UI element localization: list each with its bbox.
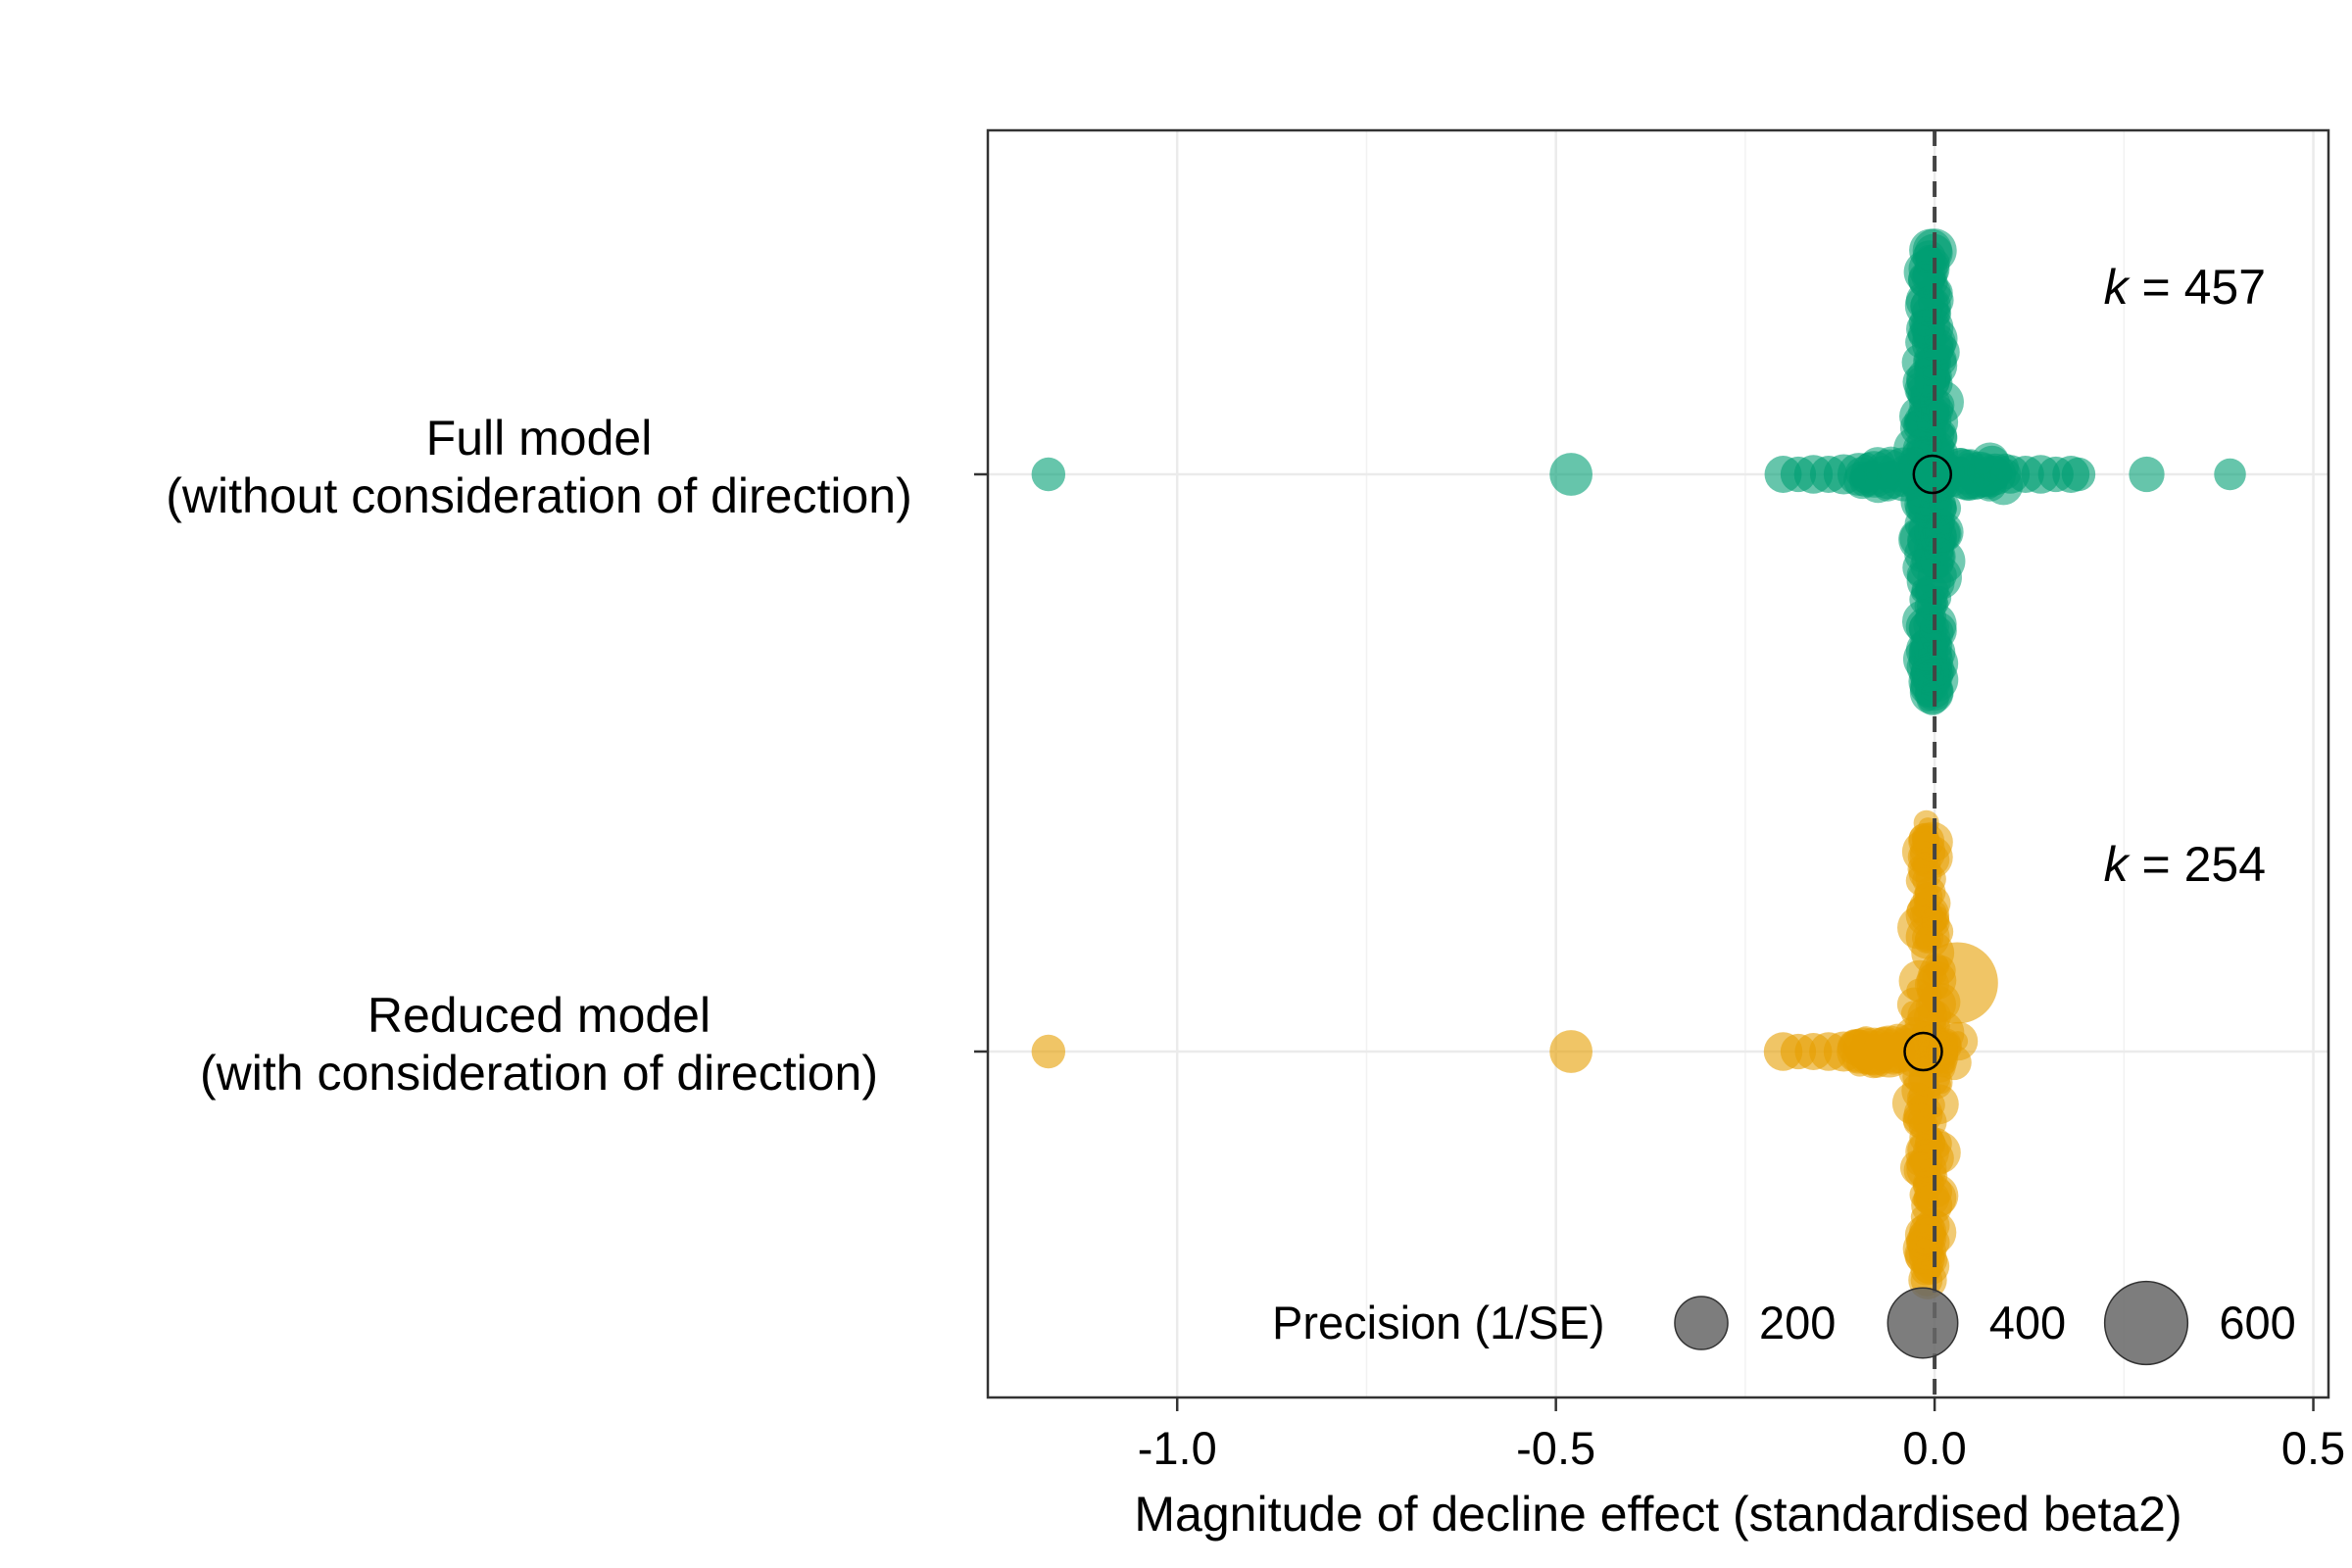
model-estimate-point <box>1912 454 1953 495</box>
effect-point <box>1549 453 1593 496</box>
legend-label: 200 <box>1759 1297 1836 1348</box>
effect-point-cloud <box>1905 375 1937 408</box>
effect-point <box>1031 1034 1066 1069</box>
effect-point <box>1877 447 1932 502</box>
effect-point-cloud <box>1920 903 1943 927</box>
effect-point-cloud <box>1912 852 1935 874</box>
legend-label: 600 <box>2219 1297 2295 1348</box>
effect-point <box>1031 457 1066 492</box>
precision-legend: Precision (1/SE) 200 400 600 <box>1272 1280 2296 1366</box>
x-tick-label: 0.0 <box>1902 1422 1966 1474</box>
effect-point-cloud <box>1911 825 1936 850</box>
effect-point-cloud <box>1916 591 1947 621</box>
row-label-full-model-line1: Full model <box>426 411 653 466</box>
model-estimates <box>1903 454 1953 1072</box>
legend-title: Precision (1/SE) <box>1272 1297 1605 1348</box>
k-label-full-model: k = 457 <box>2104 260 2266 315</box>
x-axis-title: Magnitude of decline effect (standardise… <box>1134 1487 2181 1542</box>
effect-point-cloud <box>1899 396 1940 437</box>
x-tick-labels: -1.0 -0.5 0.0 0.5 <box>1138 1422 2345 1474</box>
effect-point <box>1549 1030 1593 1073</box>
effect-point <box>2129 456 2165 493</box>
effect-point-cloud <box>1908 1232 1947 1271</box>
effect-point-cloud <box>1912 240 1946 274</box>
effect-point <box>2061 457 2096 492</box>
axis-ticks <box>974 472 2315 1411</box>
model-estimate-point <box>1903 1031 1943 1072</box>
effect-point <box>2214 458 2246 491</box>
effect-point-cloud <box>1909 1144 1943 1178</box>
row-label-reduced-model-line1: Reduced model <box>368 988 710 1043</box>
legend-entries: 200 400 600 <box>1674 1280 2296 1366</box>
effect-point-cloud <box>1915 1177 1957 1219</box>
x-tick-label: -0.5 <box>1516 1422 1595 1474</box>
legend-size-key <box>1886 1287 1959 1359</box>
legend-size-key <box>2103 1280 2189 1366</box>
effect-point <box>1863 1025 1916 1078</box>
k-label-reduced-model: k = 254 <box>2104 837 2266 892</box>
data-points <box>1031 447 2246 1078</box>
legend-size-key <box>1674 1296 1729 1350</box>
legend-label: 400 <box>1989 1297 2066 1348</box>
plot-panel-border <box>986 128 2330 1399</box>
effect-point <box>1916 942 1998 1024</box>
effect-point-cloud <box>1918 1084 1959 1125</box>
x-tick-label: 0.5 <box>2281 1422 2345 1474</box>
grid-lines <box>988 130 2328 1397</box>
row-label-reduced-model-line2: (with consideration of direction) <box>200 1046 878 1101</box>
row-label-full-model-line2: (without consideration of direction) <box>166 468 912 523</box>
effect-point-cloud <box>1922 1030 1958 1066</box>
effect-point-cloud <box>1923 333 1954 365</box>
x-tick-label: -1.0 <box>1138 1422 1217 1474</box>
